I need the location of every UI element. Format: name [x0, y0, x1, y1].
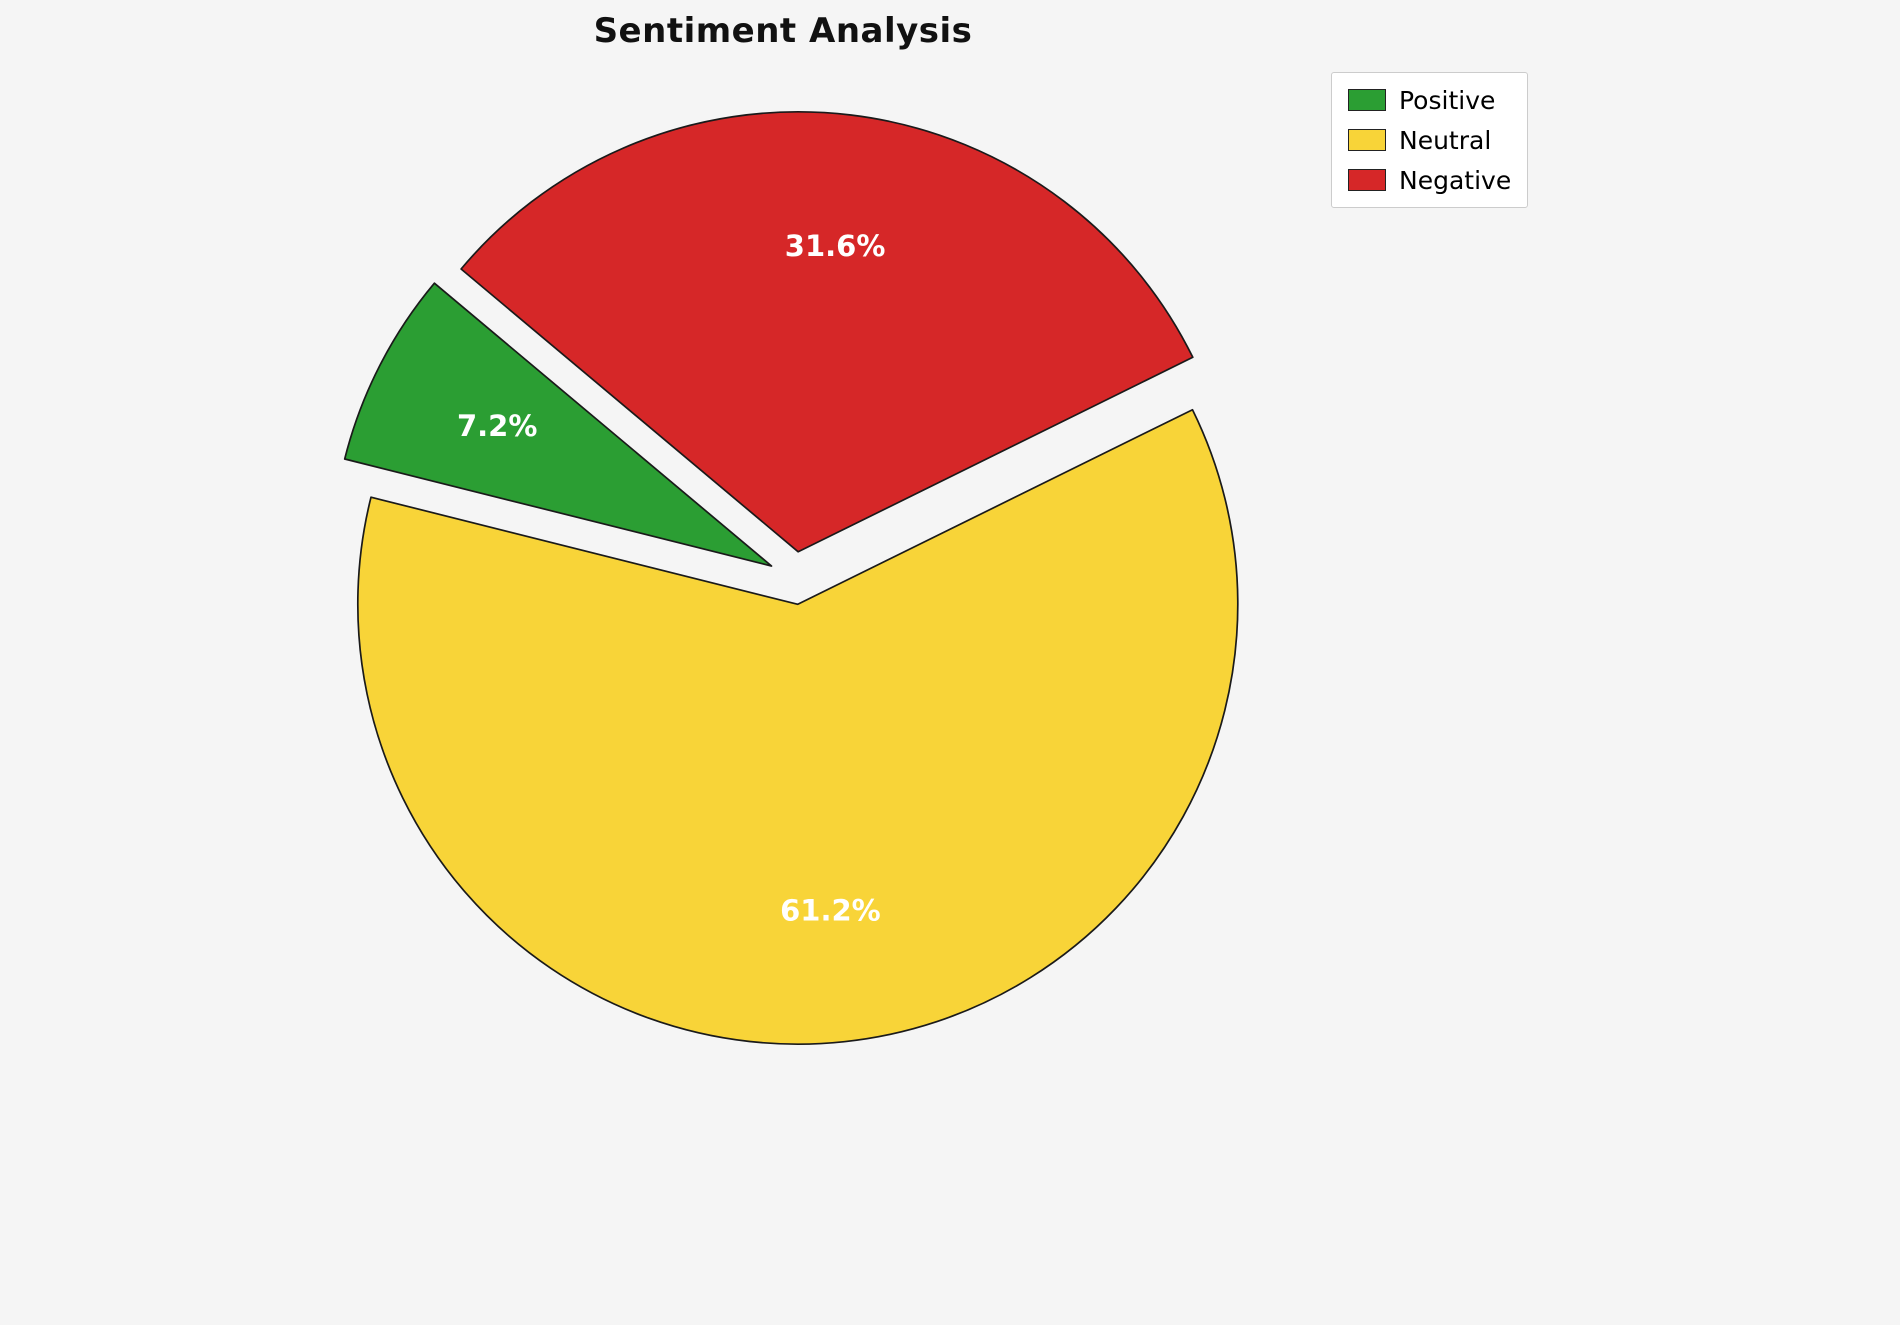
pie-slice-negative [460, 110, 1194, 553]
chart-title: Sentiment Analysis [593, 11, 973, 51]
legend-item-positive: Positive [1348, 85, 1511, 115]
pie-percent-label-negative: 31.6% [785, 229, 886, 263]
legend-item-negative: Negative [1348, 165, 1511, 195]
legend-swatch-neutral-icon [1348, 129, 1386, 151]
pie-percent-label-positive: 7.2% [457, 409, 537, 443]
legend-swatch-negative-icon [1348, 169, 1386, 191]
legend-label-negative: Negative [1399, 165, 1512, 195]
pie-slice-positive [343, 282, 773, 567]
legend-item-neutral: Neutral [1348, 125, 1511, 155]
legend: Positive Neutral Negative [1331, 72, 1529, 208]
legend-label-positive: Positive [1399, 85, 1496, 115]
pie-percent-label-neutral: 61.2% [780, 894, 881, 928]
legend-swatch-positive-icon [1348, 89, 1386, 111]
pie-slice-neutral [356, 408, 1239, 1045]
legend-label-neutral: Neutral [1399, 125, 1492, 155]
